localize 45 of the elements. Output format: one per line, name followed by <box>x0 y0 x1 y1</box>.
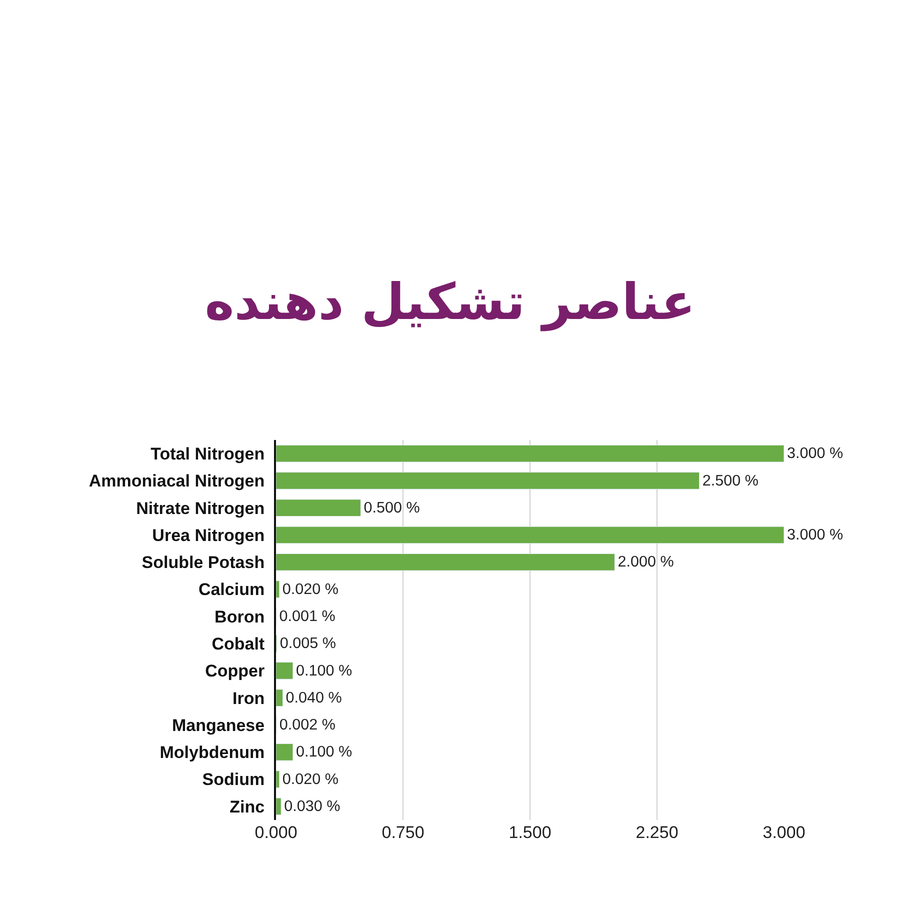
x-tick-label: 1.500 <box>508 823 552 842</box>
y-tick-label: Sodium <box>202 770 265 790</box>
data-label: 0.030 % <box>284 798 341 816</box>
data-label: 2.000 % <box>618 554 674 571</box>
data-label: 0.002 % <box>279 716 336 734</box>
data-label: 2.500 % <box>702 472 759 490</box>
y-tick-label: Boron <box>214 607 265 626</box>
y-tick-label: Zinc <box>230 797 265 816</box>
x-tick-label: 3.000 <box>762 823 806 842</box>
bar <box>276 444 784 462</box>
y-tick-label: Iron <box>232 688 265 708</box>
bar <box>276 580 280 598</box>
y-tick-label: Ammoniacal Nitrogen <box>88 472 265 491</box>
data-label: 0.100 % <box>296 662 352 680</box>
data-label: 0.100 % <box>296 744 352 761</box>
data-label: 0.020 % <box>282 770 339 788</box>
bar <box>276 689 284 707</box>
y-tick-label: Urea Nitrogen <box>152 526 265 545</box>
x-tick-label: 2.250 <box>636 823 678 842</box>
y-tick-label: Calcium <box>198 580 265 600</box>
y-tick-label: Total Nitrogen <box>150 444 265 464</box>
data-label: 3.000 % <box>787 526 844 544</box>
bar <box>276 770 280 788</box>
data-label: 0.020 % <box>282 580 339 598</box>
y-tick-label: Manganese <box>172 716 265 735</box>
data-label: 0.500 % <box>364 499 420 516</box>
y-tick-label: Cobalt <box>212 634 265 654</box>
data-label: 0.001 % <box>279 608 336 626</box>
x-tick-label: 0.000 <box>254 823 298 842</box>
bar <box>276 743 294 761</box>
y-tick-label: Molybdenum <box>160 743 265 762</box>
x-tick-label: 0.750 <box>382 823 424 842</box>
chart-title: عناصر تشکیل دهنده <box>204 273 696 332</box>
y-tick-label: Copper <box>205 662 265 681</box>
data-label: 0.040 % <box>286 689 342 706</box>
bar <box>276 553 615 571</box>
y-tick-label: Nitrate Nitrogen <box>136 498 265 518</box>
bar <box>276 662 294 680</box>
y-tick-label: Soluble Potash <box>142 553 265 572</box>
data-label: 3.000 % <box>787 445 844 462</box>
data-label: 0.005 % <box>280 635 336 652</box>
bar <box>276 526 784 544</box>
bar <box>276 499 361 517</box>
bar <box>276 472 700 490</box>
bar <box>276 798 282 816</box>
